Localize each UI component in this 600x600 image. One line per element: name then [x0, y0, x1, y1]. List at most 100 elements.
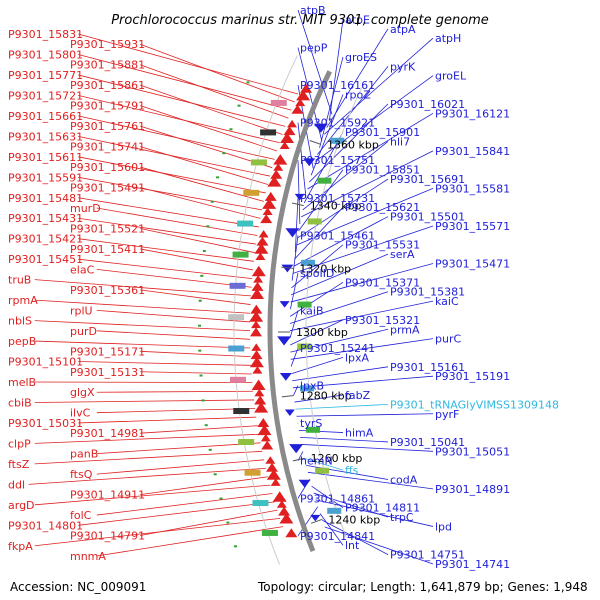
forward-gene-arrow	[251, 265, 266, 277]
reverse-gene-arrow	[285, 228, 300, 238]
left-leader-line	[140, 248, 254, 271]
left-gene-label: murD	[70, 202, 101, 215]
forward-gene-arrow	[251, 379, 266, 390]
reverse-gene-arrow	[303, 158, 316, 167]
marker-dot	[216, 176, 220, 179]
left-leader-line	[78, 361, 252, 366]
right-leader-line	[297, 178, 389, 239]
forward-gene-arrow	[253, 275, 264, 283]
forward-gene-arrow	[251, 281, 264, 291]
outer-track-guide	[233, 55, 298, 565]
marker-dot	[201, 399, 205, 402]
forward-gene-arrow	[273, 163, 284, 171]
right-leader-line	[297, 122, 307, 196]
right-gene-label: P9301_15371	[345, 276, 420, 289]
right-gene-label: P9301_15691	[390, 173, 465, 186]
left-gene-label: P9301_15801	[8, 48, 83, 61]
reverse-gene-arrow	[294, 193, 305, 201]
right-gene-label: P9301_15041	[390, 436, 465, 449]
forward-gene-arrow	[250, 288, 265, 300]
right-gene-label: groEL	[435, 70, 467, 83]
right-leader-line	[291, 357, 344, 374]
right-gene-label: atpB	[300, 4, 326, 17]
reverse-gene-arrow	[284, 409, 295, 416]
right-leader-line	[294, 206, 344, 260]
right-leader-line	[315, 499, 434, 527]
gene-block	[300, 385, 315, 392]
right-leader-line	[295, 403, 389, 410]
left-gene-label: nblS	[8, 315, 32, 328]
forward-gene-arrow	[276, 500, 287, 508]
right-leader-line	[290, 338, 434, 360]
right-gene-label: lnt	[345, 539, 360, 552]
marker-dot	[200, 274, 204, 277]
left-gene-label: P9301_15611	[8, 151, 83, 164]
right-leader-line	[300, 436, 389, 443]
gene-block	[238, 439, 255, 446]
forward-gene-arrow	[256, 236, 269, 246]
left-gene-label: P9301_15491	[70, 182, 145, 195]
right-leader-line	[289, 281, 344, 317]
reverse-gene-arrow	[313, 123, 328, 133]
left-gene-label: P9301_15031	[8, 417, 83, 430]
scale-tick	[310, 518, 323, 524]
left-leader-line	[96, 390, 254, 393]
forward-gene-arrow	[291, 104, 304, 114]
right-leader-line	[296, 188, 434, 246]
scale-label: 1300 kbp	[296, 326, 348, 339]
forward-gene-arrow	[251, 320, 262, 329]
left-gene-label: P9301_15421	[8, 233, 83, 246]
left-gene-label: argD	[8, 499, 35, 512]
scale-label: 1340 kbp	[310, 200, 362, 213]
left-gene-label: P9301_14791	[70, 530, 145, 543]
right-leader-line	[290, 319, 344, 346]
left-leader-line	[140, 425, 258, 434]
forward-gene-arrow	[250, 327, 263, 337]
left-leader-line	[140, 43, 295, 103]
forward-gene-arrow	[262, 207, 273, 216]
marker-dot	[198, 349, 202, 352]
forward-gene-arrow	[255, 252, 266, 261]
left-leader-line	[140, 476, 269, 495]
marker-dot	[219, 497, 223, 500]
right-leader-line	[324, 37, 434, 135]
left-gene-label: truB	[8, 274, 31, 287]
forward-gene-arrow	[257, 424, 272, 436]
right-gene-label: P9301_15581	[435, 182, 510, 195]
left-gene-label: cbiB	[8, 396, 32, 409]
right-gene-label: P9301_14861	[300, 492, 375, 505]
gene-block	[270, 99, 287, 106]
left-gene-label: P9301_14981	[70, 427, 145, 440]
scale-tick	[281, 266, 294, 269]
right-leader-line	[294, 197, 299, 253]
right-gene-label: P9301_15461	[300, 229, 375, 242]
marker-dot	[210, 200, 214, 203]
forward-gene-arrow	[249, 311, 264, 322]
right-gene-label: rpoZ	[345, 89, 371, 102]
right-gene-label: P9301_15901	[345, 126, 420, 139]
right-gene-label: P9301_14741	[435, 558, 510, 571]
forward-gene-arrow	[272, 491, 287, 502]
forward-gene-arrow	[257, 418, 270, 428]
right-gene-label: ffs	[345, 464, 359, 477]
left-leader-line	[34, 518, 281, 547]
marker-dot	[213, 473, 217, 476]
left-gene-label: P9301_15741	[70, 141, 145, 154]
reverse-gene-arrow	[279, 372, 292, 381]
marker-dot	[206, 225, 210, 228]
right-gene-label: P9301_14841	[300, 530, 375, 543]
left-gene-label: ilvC	[70, 407, 91, 420]
forward-gene-arrow	[296, 89, 311, 101]
left-gene-label: P9301_15481	[8, 192, 83, 205]
right-gene-label: P9301_15571	[435, 220, 510, 233]
marker-dot	[202, 250, 206, 253]
forward-gene-arrow	[252, 366, 263, 374]
forward-gene-arrow	[267, 176, 282, 187]
forward-gene-arrow	[251, 343, 262, 351]
left-gene-label: P9301_15881	[70, 59, 145, 72]
map-title: Prochlorococcus marinus str. MIT 9301, c…	[111, 13, 489, 28]
left-leader-line	[96, 493, 273, 516]
left-leader-line	[140, 64, 289, 119]
scale-label: 1280 kbp	[300, 390, 352, 403]
forward-gene-arrow	[266, 462, 279, 472]
